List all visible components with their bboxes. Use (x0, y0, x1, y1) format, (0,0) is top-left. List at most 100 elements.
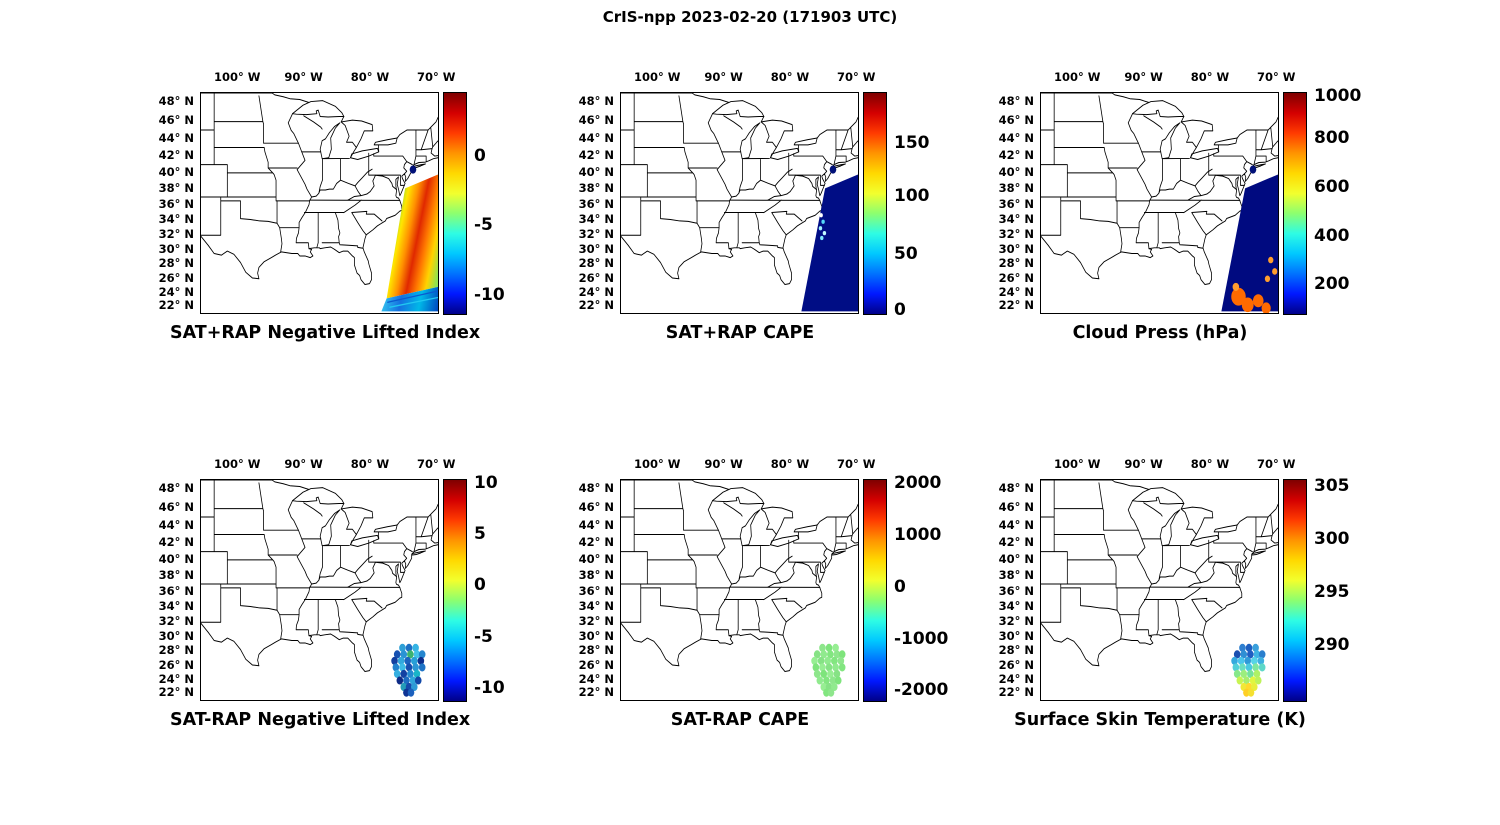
footprint-dot (825, 643, 833, 652)
footprint-dot (1245, 643, 1253, 652)
lat-tick-label: 46° N (158, 113, 194, 128)
lat-tick-label: 42° N (578, 535, 614, 550)
swath-band (1221, 174, 1278, 312)
panel-title: SAT+RAP CAPE (665, 323, 815, 343)
colorbar-gradient (863, 479, 887, 702)
colorbar-tick-label: -5 (474, 627, 493, 647)
low-cloud-fleck (1264, 275, 1271, 283)
footprint-dot (827, 669, 834, 678)
lat-axis: 48° N 46° N 44° N 42° N 40° N 38° N 36° N 34° N… (140, 479, 200, 699)
colorbar-tick-label: 800 (1314, 128, 1350, 149)
footprint-dot (413, 669, 421, 678)
lon-tick-label: 80° W (1190, 457, 1230, 471)
footprint-dot (1240, 650, 1248, 659)
low-cloud-blob (1231, 287, 1246, 306)
footprint-dot (819, 643, 826, 652)
lat-tick-label: 42° N (158, 535, 194, 550)
colorbar-tick-label: 100 (894, 185, 930, 206)
lat-tick-label: 40° N (998, 164, 1034, 179)
lat-tick-label: 36° N (578, 583, 614, 598)
lat-tick-label: 46° N (998, 500, 1034, 515)
lat-tick-label: 36° N (158, 196, 194, 211)
colorbar-ticks: 0 -5 -10 (474, 92, 548, 313)
footprint-dot (1244, 656, 1252, 665)
colorbar-tick-label: 290 (1314, 634, 1350, 655)
footprint-dot (397, 656, 405, 665)
lon-axis: 100° W 90° W 80° W 70° W (1040, 70, 1296, 86)
footprint-dot (403, 676, 410, 685)
panel-sat-minus-rap-cape: 100° W 90° W 80° W 70° W 48° N 46° N 44° N 42°… (560, 457, 980, 730)
footprint-dot (827, 650, 834, 659)
us-basemap (201, 480, 438, 672)
footprint-dot (1258, 663, 1266, 672)
lat-tick-label: 40° N (578, 164, 614, 179)
lon-tick-label: 90° W (1124, 70, 1163, 84)
colorbar-tick-label: 0 (474, 146, 486, 167)
lat-tick-label: 38° N (158, 181, 194, 196)
footprint-dot (832, 663, 839, 672)
us-basemap (621, 480, 858, 672)
lat-tick-label: 32° N (998, 227, 1034, 242)
footprint-dot (1249, 676, 1257, 685)
lat-tick-label: 32° N (158, 227, 194, 242)
colorbar-tick-label: 1000 (894, 525, 942, 546)
panel-title: SAT-RAP CAPE (670, 710, 810, 730)
lat-tick-label: 36° N (998, 583, 1034, 598)
lat-tick-label: 22° N (578, 298, 614, 313)
footprint-dot (817, 656, 825, 665)
lat-tick-label: 40° N (998, 551, 1034, 566)
lat-tick-label: 28° N (578, 256, 614, 271)
lon-tick-label: 80° W (770, 457, 810, 471)
footprint-dot (1258, 650, 1266, 659)
lat-tick-label: 34° N (998, 212, 1034, 227)
footprint-dot (1239, 663, 1246, 672)
lon-tick-label: 100° W (633, 457, 681, 471)
lat-tick-label: 48° N (998, 94, 1034, 109)
colorbar-tick-label: 295 (1314, 581, 1350, 602)
footprint-dot (417, 656, 425, 665)
lat-tick-label: 28° N (998, 256, 1034, 271)
footprint-dot (412, 643, 419, 652)
lon-tick-label: 90° W (284, 457, 323, 471)
lat-tick-label: 44° N (158, 517, 194, 532)
low-cloud-fleck (1268, 256, 1274, 264)
lat-tick-label: 24° N (998, 671, 1034, 686)
map-frame (1040, 92, 1279, 314)
map-frame (200, 92, 439, 314)
scan-line (389, 296, 438, 308)
footprint-dot (404, 656, 412, 665)
map-frame (1040, 479, 1279, 701)
footprint-dot (393, 650, 401, 659)
colorbar-ticks: 150 100 50 0 (894, 92, 968, 320)
lat-tick-label: 34° N (158, 212, 194, 227)
lat-tick-label: 48° N (578, 481, 614, 496)
colorbar-tick-label: 200 (1314, 274, 1350, 295)
map-canvas (621, 93, 858, 312)
data-swath (1221, 165, 1278, 313)
panel-title: Cloud Press (hPa) (1072, 323, 1248, 343)
lat-tick-label: 46° N (578, 500, 614, 515)
speckle (820, 235, 824, 241)
footprint-dot (1252, 643, 1259, 652)
lat-axis: 48° N 46° N 44° N 42° N 40° N 38° N 36° N 34° N… (560, 479, 620, 699)
footprint-dot (831, 656, 838, 665)
panel-title: Surface Skin Temperature (K) (1014, 710, 1306, 730)
lat-tick-label: 22° N (158, 298, 194, 313)
footprint-dot (414, 676, 422, 685)
footprint-dot (1252, 663, 1259, 672)
swath-band (801, 174, 858, 312)
colorbar-tick-label: 0 (894, 299, 906, 320)
footprint-dot (403, 688, 410, 697)
colorbar-tick-label: -5 (474, 214, 493, 235)
footprint-dot (407, 688, 415, 697)
footprint-dot (1245, 663, 1253, 672)
lat-tick-label: 30° N (578, 628, 614, 643)
lat-axis: 48° N 46° N 44° N 42° N 40° N 38° N 36° N 34° N… (560, 92, 620, 312)
lon-tick-label: 70° W (1257, 70, 1296, 84)
scan-line (387, 290, 438, 304)
coastal-retrieval-dot (1249, 165, 1257, 174)
coastal-retrieval-dot (409, 165, 417, 174)
footprint-dot (1254, 676, 1262, 685)
colorbar-ticks: 10 5 0 -5 -10 (474, 473, 548, 700)
footprint-dot (1233, 669, 1241, 678)
